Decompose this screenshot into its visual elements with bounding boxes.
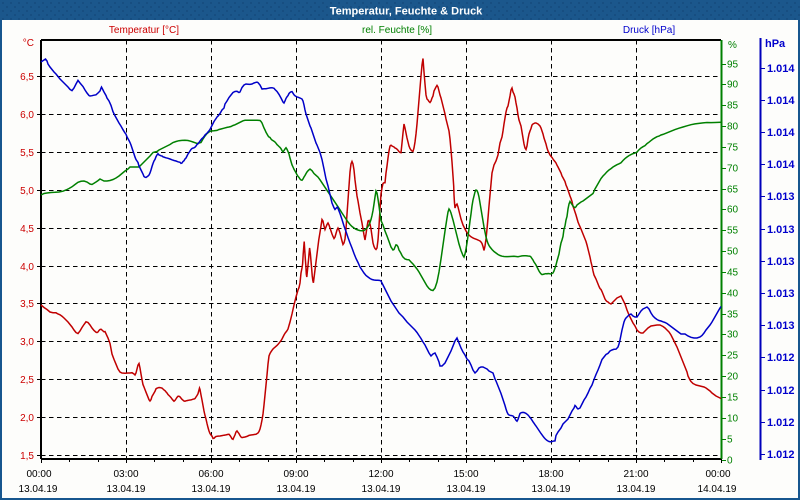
svg-text:70: 70: [727, 164, 739, 175]
svg-text:hPa: hPa: [765, 38, 786, 50]
svg-text:13.04.19: 13.04.19: [19, 484, 58, 495]
svg-text:1.014: 1.014: [767, 159, 795, 171]
svg-text:1.013: 1.013: [767, 288, 795, 300]
svg-text:65: 65: [727, 185, 739, 196]
svg-text:00:00: 00:00: [705, 469, 730, 480]
svg-text:1.012: 1.012: [767, 385, 795, 397]
svg-text:12:00: 12:00: [368, 469, 393, 480]
svg-text:20: 20: [727, 372, 739, 383]
svg-text:03:00: 03:00: [113, 469, 138, 480]
svg-text:13.04.19: 13.04.19: [617, 484, 656, 495]
svg-text:Druck [hPa]: Druck [hPa]: [623, 25, 675, 36]
svg-text:°C: °C: [23, 38, 34, 49]
svg-text:rel. Feuchte [%]: rel. Feuchte [%]: [362, 25, 432, 36]
svg-text:60: 60: [727, 205, 739, 216]
svg-text:5,5: 5,5: [20, 148, 34, 159]
svg-text:00:00: 00:00: [26, 469, 51, 480]
svg-text:1.014: 1.014: [767, 63, 795, 75]
svg-text:40: 40: [727, 289, 739, 300]
svg-text:13.04.19: 13.04.19: [532, 484, 571, 495]
svg-text:55: 55: [727, 226, 739, 237]
svg-text:Temperatur [°C]: Temperatur [°C]: [109, 25, 179, 36]
svg-text:13.04.19: 13.04.19: [277, 484, 316, 495]
svg-text:50: 50: [727, 247, 739, 258]
svg-text:1.013: 1.013: [767, 191, 795, 203]
svg-text:80: 80: [727, 122, 739, 133]
svg-text:1.014: 1.014: [767, 95, 795, 107]
svg-text:1,5: 1,5: [20, 451, 34, 462]
svg-text:95: 95: [727, 60, 739, 71]
svg-text:3,0: 3,0: [20, 337, 34, 348]
svg-text:%: %: [728, 40, 737, 51]
svg-text:13.04.19: 13.04.19: [362, 484, 401, 495]
svg-text:2,5: 2,5: [20, 375, 34, 386]
svg-text:5: 5: [727, 435, 733, 446]
svg-text:75: 75: [727, 143, 739, 154]
svg-text:14.04.19: 14.04.19: [698, 484, 737, 495]
svg-text:09:00: 09:00: [283, 469, 308, 480]
svg-text:1.013: 1.013: [767, 256, 795, 268]
svg-text:45: 45: [727, 268, 739, 279]
svg-text:13.04.19: 13.04.19: [107, 484, 146, 495]
svg-text:06:00: 06:00: [198, 469, 223, 480]
svg-text:25: 25: [727, 351, 739, 362]
svg-text:30: 30: [727, 330, 739, 341]
svg-text:10: 10: [727, 414, 739, 425]
svg-text:1.012: 1.012: [767, 449, 795, 461]
svg-text:3,5: 3,5: [20, 299, 34, 310]
svg-text:15:00: 15:00: [453, 469, 478, 480]
svg-text:6,0: 6,0: [20, 110, 34, 121]
svg-text:0: 0: [727, 456, 733, 467]
svg-text:5,0: 5,0: [20, 186, 34, 197]
svg-text:35: 35: [727, 310, 739, 321]
svg-text:15: 15: [727, 393, 739, 404]
svg-text:18:00: 18:00: [538, 469, 563, 480]
svg-text:90: 90: [727, 80, 739, 91]
svg-text:4,5: 4,5: [20, 224, 34, 235]
svg-text:13.04.19: 13.04.19: [192, 484, 231, 495]
svg-text:4,0: 4,0: [20, 262, 34, 273]
svg-text:1.013: 1.013: [767, 224, 795, 236]
svg-text:6,5: 6,5: [20, 72, 34, 83]
svg-text:85: 85: [727, 101, 739, 112]
svg-text:1.012: 1.012: [767, 352, 795, 364]
svg-text:1.014: 1.014: [767, 127, 795, 139]
svg-text:1.013: 1.013: [767, 320, 795, 332]
svg-text:13.04.19: 13.04.19: [447, 484, 486, 495]
svg-text:21:00: 21:00: [623, 469, 648, 480]
svg-text:2,0: 2,0: [20, 413, 34, 424]
svg-text:1.012: 1.012: [767, 417, 795, 429]
svg-text:Temperatur, Feuchte & Druck: Temperatur, Feuchte & Druck: [330, 6, 483, 18]
